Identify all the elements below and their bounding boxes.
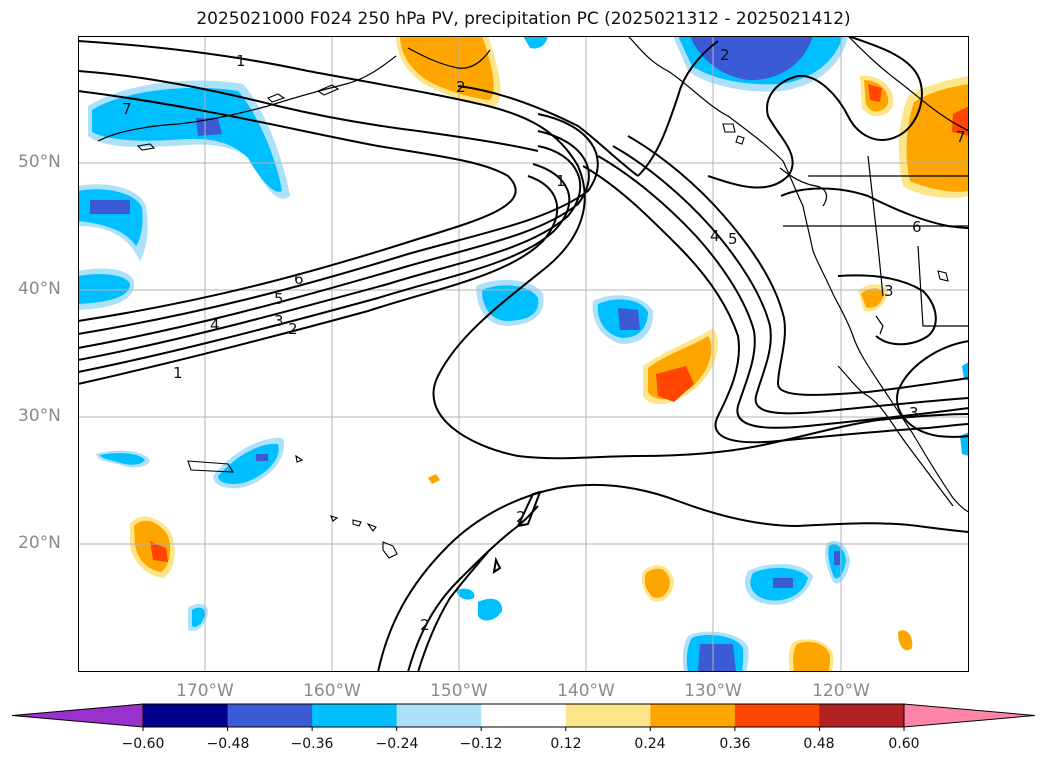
colorbar-frame xyxy=(142,703,905,728)
colorbar-extend-left xyxy=(11,703,144,728)
contour-label: 7 xyxy=(122,100,132,118)
coastlines xyxy=(97,36,969,513)
contour-label: 2 xyxy=(516,508,526,526)
lat-label: 40°N xyxy=(18,279,61,299)
pos-region-south xyxy=(130,474,913,672)
contour-label: 2 xyxy=(720,46,730,64)
lon-label: 150°W xyxy=(430,681,488,701)
colorbar-tick-label: 0.36 xyxy=(719,736,751,752)
colorbar-cell xyxy=(650,704,736,727)
colorbar-cell xyxy=(227,704,313,727)
contour-label: 2 xyxy=(420,616,430,634)
colorbar-tick-label: 0.12 xyxy=(550,736,582,752)
contour-label: 4 xyxy=(710,227,720,245)
colorbar-tick-label: 0.48 xyxy=(803,736,835,752)
neg-region-west-edge xyxy=(78,184,148,310)
colorbar-tick-label: −0.24 xyxy=(375,736,419,752)
colorbar-cell xyxy=(396,704,482,727)
contour-label: 7 xyxy=(956,128,966,146)
colorbar-cell xyxy=(565,704,651,727)
colorbar-cell xyxy=(312,704,398,727)
contour-label: 5 xyxy=(728,230,738,248)
figure-title: 2025021000 F024 250 hPa PV, precipitatio… xyxy=(196,9,851,29)
neg-region-mid-pacific xyxy=(476,279,654,344)
contour-label: 6 xyxy=(912,218,922,236)
contour-label: 6 xyxy=(294,270,304,288)
contour-label: 1 xyxy=(556,172,566,190)
contour-label: 1 xyxy=(173,364,183,382)
lon-label: 120°W xyxy=(812,681,870,701)
contour-label: 3 xyxy=(274,312,284,330)
colorbar-extend-right xyxy=(903,703,1036,728)
map-frame xyxy=(78,36,969,672)
colorbar-cell xyxy=(734,704,820,727)
contour-label: 3 xyxy=(884,282,894,300)
contour-label: 1 xyxy=(236,52,246,70)
lat-label: 50°N xyxy=(18,152,61,172)
neg-region-bc-coast xyxy=(673,36,848,92)
contour-label: 2 xyxy=(456,78,466,96)
colorbar-tick-label: −0.48 xyxy=(206,736,250,752)
islands xyxy=(136,84,949,559)
colorbar-tick-label: 0.24 xyxy=(634,736,666,752)
colorbar-cell xyxy=(481,704,567,727)
colorbar-tick-label: 0.60 xyxy=(888,736,920,752)
lat-label: 20°N xyxy=(18,533,61,553)
lon-label: 160°W xyxy=(303,681,361,701)
neg-region-south xyxy=(96,362,969,672)
contour-label: 2 xyxy=(288,320,298,338)
pv-contours xyxy=(78,36,969,672)
colorbar-cell xyxy=(819,704,905,727)
map-panel: 1 7 2 2 1 4 5 6 5 3 2 4 1 7 6 3 3 2 2 xyxy=(78,36,969,672)
contour-label: 3 xyxy=(909,404,919,422)
pos-region-northeast xyxy=(860,75,969,198)
lon-label: 140°W xyxy=(557,681,615,701)
lon-label: 130°W xyxy=(684,681,742,701)
map-canvas: 1 7 2 2 1 4 5 6 5 3 2 4 1 7 6 3 3 2 2 xyxy=(78,36,969,672)
lat-label: 30°N xyxy=(18,406,61,426)
colorbar-tick-label: −0.12 xyxy=(459,736,503,752)
colorbar-tick-label: −0.60 xyxy=(121,736,165,752)
pos-region-subtropical xyxy=(643,284,888,405)
contour-label: 5 xyxy=(274,290,284,308)
colorbar-cell xyxy=(143,704,229,727)
contour-labels: 1 7 2 2 1 4 5 6 5 3 2 4 1 7 6 3 3 2 2 xyxy=(122,46,966,634)
colorbar-tick-label: −0.36 xyxy=(290,736,334,752)
contour-label: 4 xyxy=(210,316,220,334)
lon-label: 170°W xyxy=(176,681,234,701)
